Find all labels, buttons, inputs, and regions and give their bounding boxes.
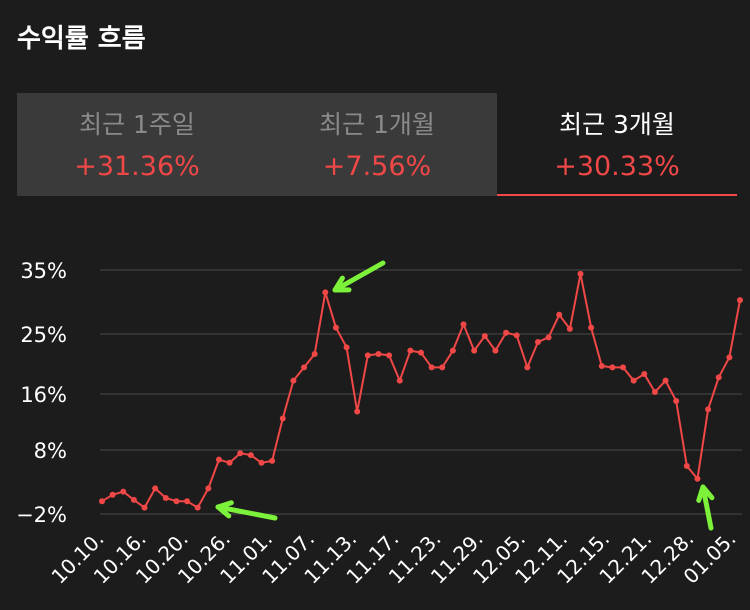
data-point [705,406,712,413]
data-point [726,354,733,361]
data-point [481,333,488,339]
arrow-shaft [332,260,386,293]
tab-1-month-label: 최근 1개월 [319,110,435,139]
data-point [534,339,541,345]
data-point [322,289,329,296]
data-point [311,351,318,357]
data-point [641,371,648,377]
data-point [407,347,414,354]
y-tick-label: 8% [34,439,67,463]
y-tick-label: 25% [20,323,67,347]
tab-3-months-value: +30.33% [554,151,680,182]
tab-1-week-label: 최근 1주일 [79,110,195,139]
tab-3-months[interactable]: 최근 3개월 +30.33% [497,93,737,196]
data-point [428,364,435,371]
y-tick-label: −2% [16,503,67,527]
data-point [152,485,159,492]
data-point [279,415,286,422]
data-point [418,349,424,356]
y-tick-label: 16% [20,383,67,407]
annotation-arrow [696,484,715,531]
data-point [173,498,180,505]
data-point [184,498,191,505]
data-point [396,377,403,384]
data-point [588,324,595,331]
data-point [141,504,148,511]
data-point [694,475,701,482]
data-point [439,364,446,371]
data-point [120,488,127,495]
data-point [205,485,212,492]
data-point [577,270,584,277]
y-tick-label: 35% [20,259,67,283]
data-point [449,347,456,354]
tab-1-week-value: +31.36% [74,151,200,182]
tab-1-month[interactable]: 최근 1개월 +7.56% [257,93,497,196]
data-point [343,344,350,351]
arrow-head [696,484,715,503]
data-point [301,364,308,371]
data-point [620,364,627,371]
series-line [101,272,741,509]
data-point [598,363,605,369]
tab-1-month-value: +7.56% [322,151,432,182]
data-point [215,456,222,463]
data-point [386,352,393,359]
data-point [545,334,552,341]
data-point [524,364,531,371]
period-tabs: 최근 1주일 +31.36% 최근 1개월 +7.56% 최근 3개월 +30.… [17,93,737,196]
data-point [651,389,658,395]
data-point [556,311,563,318]
data-point [513,332,520,339]
tab-3-months-label: 최근 3개월 [559,110,675,139]
data-point [162,495,169,501]
data-point [226,459,233,466]
data-point [662,377,669,384]
arrow-shaft [700,484,714,531]
arrow-head [332,275,352,293]
arrow-head [215,500,234,519]
data-point [332,324,339,331]
data-point [237,450,244,457]
annotation-arrow [332,260,386,293]
tab-1-week[interactable]: 최근 1주일 +31.36% [17,93,257,196]
data-point [99,498,105,505]
data-point [683,463,690,469]
data-point [194,504,201,511]
data-point [460,321,467,328]
data-point [715,374,722,381]
arrow-shaft [215,504,278,521]
data-point [673,398,680,404]
data-point [630,377,637,384]
data-point [290,377,297,384]
annotation-arrow [215,500,278,521]
data-point [247,452,254,459]
data-point [258,459,265,466]
data-point [566,325,573,332]
data-point [492,347,499,354]
data-point [130,496,137,503]
data-point [109,491,116,498]
data-point [375,351,382,357]
data-point [269,457,276,464]
data-point [609,364,616,371]
data-point [503,329,510,336]
data-point [354,408,361,415]
data-point [737,297,743,304]
page-title: 수익률 흐름 [17,24,146,54]
data-point [364,352,371,359]
data-point [471,347,478,354]
